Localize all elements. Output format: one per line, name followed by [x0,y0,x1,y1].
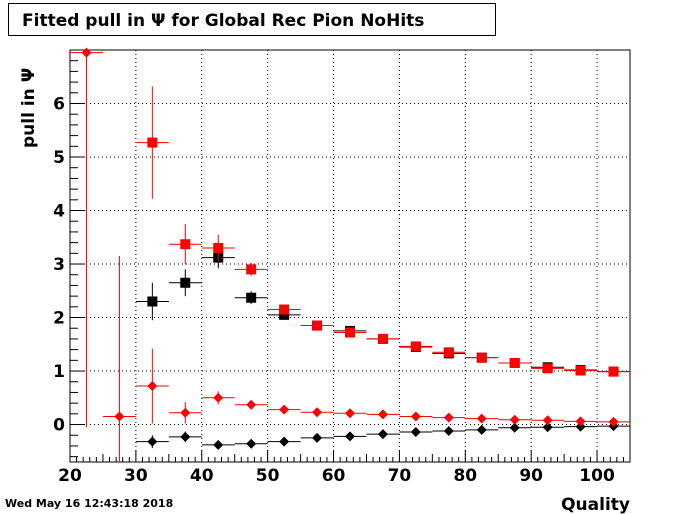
data-point-square [345,327,355,338]
data-point-square [575,365,586,376]
data-point-diamond [377,429,388,440]
x-tick-label: 70 [388,466,412,486]
data-point-diamond [213,439,224,450]
axis-ticks: 20 30 40 50 60 70 80 90 100 0 1 2 3 4 5 6 [53,60,631,486]
y-tick-label: 2 [53,309,65,329]
chart-title: Fitted pull in Ψ for Global Rec Pion NoH… [22,11,425,31]
data-point-diamond [345,431,355,442]
data-point-square [180,239,191,250]
data-point-diamond [147,436,158,447]
y-axis-title: pull in Ψ [19,68,39,148]
x-tick-label: 80 [453,466,477,486]
data-point-square [246,292,257,303]
data-point-diamond [542,422,553,433]
data-point-square [542,363,553,374]
data-point-square [377,333,388,344]
data-point-square [246,264,257,275]
data-point-square [147,296,158,307]
x-tick-label: 90 [519,466,543,486]
title-box: Fitted pull in Ψ for Global Rec Pion NoH… [8,3,496,36]
x-tick-label: 100 [579,466,615,486]
data-point-diamond [575,421,586,432]
y-tick-label: 6 [53,95,65,115]
data-point-diamond [345,408,355,419]
data-marks [70,47,630,462]
y-tick-label: 4 [53,202,65,222]
y-tick-label: 3 [53,255,65,275]
y-tick-label: 1 [53,362,65,382]
data-point-square [279,304,290,315]
data-point-diamond [147,381,158,392]
x-tick-label: 60 [322,466,346,486]
data-point-diamond [575,416,586,427]
footer-date: Wed May 16 12:43:18 2018 [5,497,174,510]
data-point-diamond [81,47,92,58]
data-point-diamond [377,409,388,420]
data-point-diamond [246,399,257,410]
data-point-square [279,309,290,320]
data-point-square [443,347,454,358]
data-point-diamond [246,438,257,449]
x-axis-title: Quality [561,495,630,514]
x-tick-label: 50 [256,466,280,486]
data-point-square [608,366,619,377]
data-point-diamond [312,432,323,443]
data-point-diamond [509,414,520,425]
data-point-diamond [608,416,619,427]
data-point-square [476,352,487,363]
data-point-diamond [180,407,191,418]
x-tick-label: 30 [124,466,148,486]
data-point-diamond [279,436,290,447]
data-point-square [147,137,158,148]
data-point-diamond [279,404,290,415]
plot-frame [69,49,631,463]
data-point-diamond [443,412,454,423]
data-point-diamond [542,415,553,426]
y-tick-label: 5 [53,148,65,168]
data-point-diamond [443,425,454,436]
data-point-diamond [410,427,421,438]
data-point-diamond [312,407,323,418]
data-point-square [509,358,520,369]
data-point-square [312,320,323,331]
data-point-diamond [213,392,224,403]
data-point-diamond [410,411,421,422]
data-point-diamond [509,422,520,433]
x-tick-label: 40 [190,466,214,486]
x-tick-label: 20 [58,466,82,486]
data-point-square [180,277,191,288]
data-point-diamond [114,411,125,422]
data-point-square [410,341,421,352]
grid-lines [70,50,630,462]
data-point-square [213,242,224,253]
data-point-diamond [180,431,191,442]
y-tick-label: 0 [53,416,65,436]
data-point-diamond [476,413,487,424]
data-point-diamond [476,424,487,435]
